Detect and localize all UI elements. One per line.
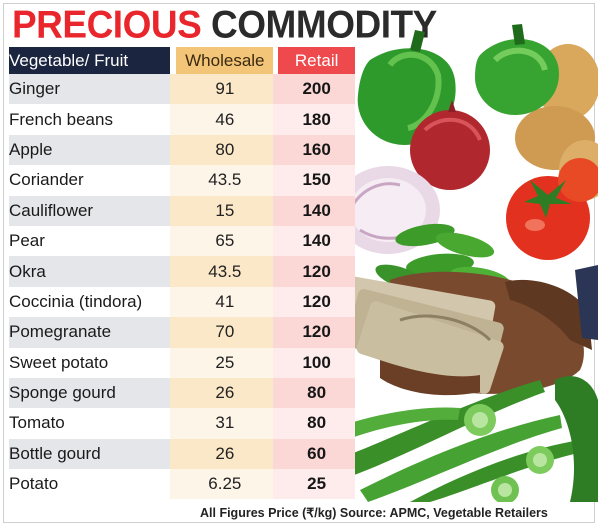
cell-wholesale-price: 6.25 <box>170 469 274 500</box>
cell-item-name: Sweet potato <box>9 347 171 378</box>
vegetables-and-cash-illustration <box>330 24 598 502</box>
price-table: Vegetable/ Fruit Wholesale Retail Ginger… <box>9 47 355 500</box>
cell-item-name: Ginger <box>9 74 171 105</box>
table-row: Cauliflower 15 140 <box>9 195 355 226</box>
cell-wholesale-price: 15 <box>170 195 274 226</box>
cell-item-name: Tomato <box>9 408 171 439</box>
table-row: Potato 6.25 25 <box>9 469 355 500</box>
cell-wholesale-price: 46 <box>170 104 274 135</box>
cell-item-name: Pear <box>9 225 171 257</box>
column-header-retail: Retail <box>273 47 355 74</box>
cell-item-name: Cauliflower <box>9 195 171 226</box>
cell-retail-price: 140 <box>273 195 355 226</box>
cell-retail-price: 120 <box>273 286 355 318</box>
page-title: PRECIOUS COMMODITY <box>12 2 437 48</box>
cell-wholesale-price: 91 <box>170 74 274 105</box>
cell-retail-price: 80 <box>273 408 355 439</box>
column-header-vegetable: Vegetable/ Fruit <box>9 47 171 74</box>
cell-item-name: Potato <box>9 469 171 500</box>
infographic-frame <box>3 3 595 523</box>
title-word-precious: PRECIOUS <box>12 3 202 47</box>
tomato-icon <box>506 158 598 260</box>
cell-retail-price: 120 <box>273 317 355 348</box>
table-row: Ginger 91 200 <box>9 74 355 105</box>
cell-retail-price: 120 <box>273 256 355 287</box>
cell-item-name: Apple <box>9 134 171 166</box>
table-row: Okra 43.5 120 <box>9 256 355 287</box>
table-row: Pear 65 140 <box>9 225 355 257</box>
column-header-wholesale: Wholesale <box>170 47 274 74</box>
cell-wholesale-price: 31 <box>170 408 274 439</box>
title-word-commodity: COMMODITY <box>211 3 437 47</box>
source-footnote: All Figures Price (₹/kg) Source: APMC, V… <box>200 506 548 520</box>
cell-item-name: Sponge gourd <box>9 377 171 409</box>
cell-wholesale-price: 25 <box>170 347 274 378</box>
cell-item-name: Coccinia (tindora) <box>9 286 171 318</box>
table-row: Bottle gourd 26 60 <box>9 438 355 470</box>
cell-retail-price: 150 <box>273 165 355 196</box>
cell-retail-price: 60 <box>273 438 355 470</box>
table-row: Sweet potato 25 100 <box>9 347 355 378</box>
cell-wholesale-price: 43.5 <box>170 256 274 287</box>
table-row: Coriander 43.5 150 <box>9 165 355 196</box>
table-row: French beans 46 180 <box>9 104 355 135</box>
cell-retail-price: 160 <box>273 134 355 166</box>
table-header-row: Vegetable/ Fruit Wholesale Retail <box>9 47 355 74</box>
table-row: Sponge gourd 26 80 <box>9 377 355 409</box>
table-row: Tomato 31 80 <box>9 408 355 439</box>
cell-wholesale-price: 41 <box>170 286 274 318</box>
cell-retail-price: 80 <box>273 377 355 409</box>
cell-wholesale-price: 26 <box>170 377 274 409</box>
cell-wholesale-price: 26 <box>170 438 274 470</box>
table-row: Apple 80 160 <box>9 134 355 166</box>
cell-wholesale-price: 80 <box>170 134 274 166</box>
cell-retail-price: 140 <box>273 225 355 257</box>
cell-wholesale-price: 70 <box>170 317 274 348</box>
cell-retail-price: 100 <box>273 347 355 378</box>
cell-retail-price: 200 <box>273 74 355 105</box>
cell-item-name: Coriander <box>9 165 171 196</box>
cell-item-name: Pomegranate <box>9 317 171 348</box>
cell-retail-price: 180 <box>273 104 355 135</box>
cell-item-name: Bottle gourd <box>9 438 171 470</box>
cell-retail-price: 25 <box>273 469 355 500</box>
okra-icon <box>330 376 598 502</box>
hand-with-money-icon <box>338 265 598 396</box>
cell-wholesale-price: 43.5 <box>170 165 274 196</box>
cell-item-name: Okra <box>9 256 171 287</box>
cell-wholesale-price: 65 <box>170 225 274 257</box>
onion-icon <box>410 100 490 190</box>
table-row: Pomegranate 70 120 <box>9 317 355 348</box>
table-row: Coccinia (tindora) 41 120 <box>9 286 355 318</box>
cell-item-name: French beans <box>9 104 171 135</box>
